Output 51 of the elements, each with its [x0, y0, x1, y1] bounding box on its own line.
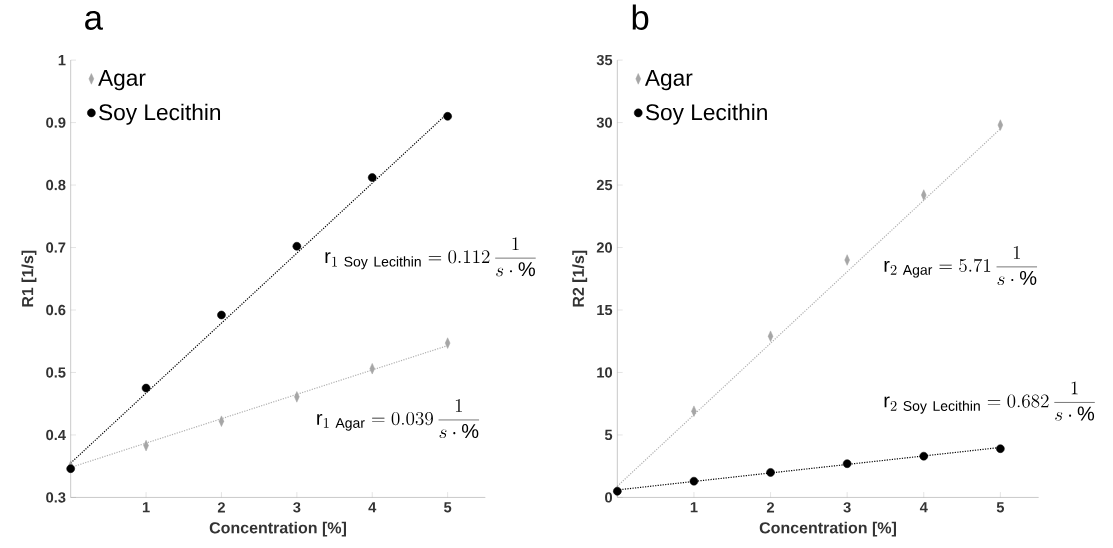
y-tick-label: 0.7	[46, 242, 66, 253]
y-tick-label: 0.9	[46, 117, 66, 128]
x-tick-label: 4	[368, 502, 377, 513]
y-axis-title: R1 [1/s]	[21, 250, 37, 307]
y-tick-label: 30	[596, 117, 613, 128]
y-tick-label: 0.3	[46, 492, 66, 503]
y-tick-label: 0.4	[46, 429, 66, 441]
point	[443, 112, 452, 121]
y-tick-label: 25	[596, 179, 613, 191]
y-tick-label: 1	[58, 55, 66, 66]
x-tick-label: 1	[142, 502, 150, 513]
y-tick-label: 20	[596, 242, 613, 253]
y-tick-label: 10	[597, 367, 613, 378]
y-tick-label: 15	[597, 304, 613, 316]
point	[919, 451, 929, 461]
y-tick-label: 0.6	[46, 304, 66, 316]
point	[217, 310, 226, 320]
point	[367, 173, 377, 182]
y-tick-label: 0	[605, 492, 613, 503]
annotation: $\mathrm{r}_{1\ \mathrm{Agar}} = 0.039\,\frac{1}{s\cdot\%}$	[317, 398, 480, 439]
chart-title: a	[85, 10, 103, 30]
x-tick-label: 2	[217, 502, 225, 513]
legend-label: Agar	[644, 70, 693, 91]
legend-label: Soy Lecithin	[645, 103, 767, 125]
x-tick-label: 5	[444, 502, 452, 513]
y-tick-label: 35	[596, 54, 613, 66]
legend-label: Agar	[98, 70, 146, 91]
x-axis-title: Concentration [%]	[209, 521, 346, 537]
annotation: $\mathrm{r}_{2\ \mathrm{Soy\ Lecithin}} = 0.682\,\frac{1}{s\cdot\%}$	[884, 381, 1095, 421]
y-axis-title: R2 [1/s]	[572, 250, 588, 307]
x-tick-label: 4	[919, 502, 928, 513]
x-axis-title: Concentration [%]	[759, 521, 896, 537]
x-tick-label: 3	[293, 502, 301, 513]
point	[766, 468, 775, 477]
point	[292, 241, 302, 251]
legend-label: Soy Lecithin	[99, 103, 221, 125]
y-tick-label: 5	[604, 429, 613, 441]
x-tick-label: 3	[843, 502, 851, 513]
annotation: $\mathrm{r}_{2\ \mathrm{Agar}} = 5.71\,\frac{1}{s\cdot\%}$	[884, 245, 1038, 285]
x-tick-label: 2	[766, 502, 775, 513]
point	[996, 444, 1005, 453]
point	[66, 464, 75, 473]
point	[141, 383, 151, 393]
x-tick-label: 5	[996, 502, 1005, 513]
y-tick-label: 0.5	[46, 367, 66, 378]
chart-title: b	[632, 4, 649, 30]
point	[689, 476, 699, 486]
y-tick-label: 0.8	[46, 179, 66, 191]
x-tick-label: 1	[690, 502, 698, 513]
annotation: $\mathrm{r}_{1\ \mathrm{Soy\ Lecithin}} = 0.112\,\frac{1}{s\cdot\%}$	[325, 237, 536, 277]
point	[842, 459, 852, 468]
